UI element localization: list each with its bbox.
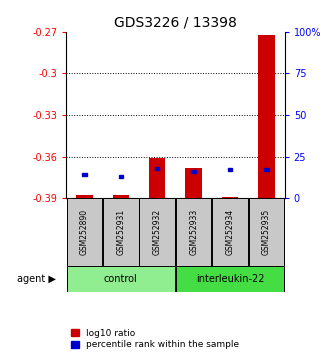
Bar bbox=[228, 169, 232, 171]
Legend: log10 ratio, percentile rank within the sample: log10 ratio, percentile rank within the … bbox=[71, 329, 239, 349]
Bar bbox=[155, 167, 160, 170]
Text: GSM252933: GSM252933 bbox=[189, 209, 198, 255]
Bar bbox=[176, 266, 284, 292]
Text: GSM252932: GSM252932 bbox=[153, 209, 162, 255]
Bar bbox=[82, 173, 87, 176]
Bar bbox=[149, 158, 166, 198]
Bar bbox=[67, 266, 175, 292]
Bar bbox=[249, 198, 284, 266]
Bar bbox=[139, 198, 175, 266]
Bar bbox=[176, 198, 212, 266]
Bar bbox=[113, 195, 129, 198]
Text: control: control bbox=[104, 274, 138, 284]
Bar bbox=[212, 198, 248, 266]
Bar bbox=[222, 197, 238, 198]
Text: GSM252931: GSM252931 bbox=[116, 209, 125, 255]
Bar bbox=[118, 175, 123, 178]
Text: interleukin-22: interleukin-22 bbox=[196, 274, 264, 284]
Bar bbox=[185, 168, 202, 198]
Title: GDS3226 / 13398: GDS3226 / 13398 bbox=[114, 15, 237, 29]
Bar bbox=[76, 195, 93, 198]
Text: GSM252934: GSM252934 bbox=[225, 209, 235, 255]
Bar bbox=[264, 169, 269, 171]
Bar bbox=[103, 198, 139, 266]
Text: agent ▶: agent ▶ bbox=[17, 274, 56, 284]
Text: GSM252890: GSM252890 bbox=[80, 209, 89, 255]
Bar bbox=[258, 35, 275, 198]
Bar bbox=[67, 198, 102, 266]
Text: GSM252935: GSM252935 bbox=[262, 209, 271, 255]
Bar bbox=[191, 170, 196, 173]
